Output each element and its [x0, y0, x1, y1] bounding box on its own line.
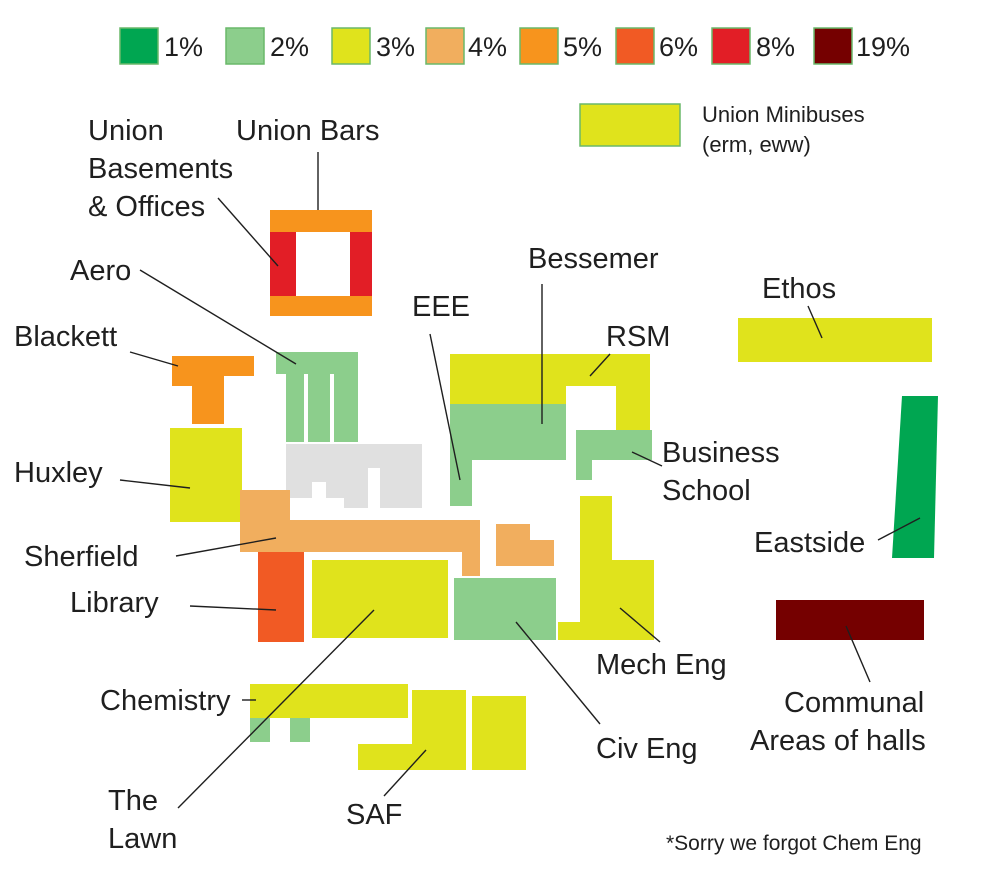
legend-swatch-8pct — [711, 27, 751, 65]
legend-swatch-6pct — [615, 27, 655, 65]
building-union-basements-left — [270, 232, 296, 296]
label-communal-line1: Communal — [784, 687, 924, 719]
label-library: Library — [70, 587, 159, 619]
legend-swatch-4pct — [425, 27, 465, 65]
building-chemistry — [250, 684, 408, 718]
building-eee — [450, 460, 472, 506]
label-mech-eng: Mech Eng — [596, 649, 727, 681]
labels: Union Bars Union Basements & Offices Aer… — [14, 115, 926, 855]
legend-swatch-5pct — [519, 27, 559, 65]
label-huxley: Huxley — [14, 457, 103, 489]
label-ethos: Ethos — [762, 273, 836, 305]
legend-swatch-2pct — [225, 27, 265, 65]
legend-label-6pct: 6% — [659, 32, 698, 62]
building-business-school — [576, 430, 652, 480]
label-eee: EEE — [412, 291, 470, 323]
minibus-label-line2: (erm, eww) — [702, 132, 811, 157]
legend: 1% 2% 3% 4% 5% 6% 8% 19% — [119, 27, 910, 65]
label-the-lawn-line2: Lawn — [108, 823, 177, 855]
building-union-bars-bottom — [270, 296, 372, 316]
building-bessemer — [450, 404, 566, 460]
building-communal-areas-of-halls — [776, 600, 924, 640]
leader-mech-eng — [619, 607, 661, 643]
leader-blackett — [129, 351, 179, 367]
minibus-label-line1: Union Minibuses — [702, 102, 865, 127]
legend-swatch-3pct — [331, 27, 371, 65]
building-mech-eng — [558, 496, 654, 640]
legend-label-1pct: 1% — [164, 32, 203, 62]
legend-label-4pct: 4% — [468, 32, 507, 62]
leader-business-school — [631, 451, 663, 467]
building-rsm — [450, 354, 650, 432]
legend-swatch-19pct — [813, 27, 853, 65]
footnote: *Sorry we forgot Chem Eng — [666, 832, 922, 855]
label-bessemer: Bessemer — [528, 243, 659, 275]
label-communal-line2: Areas of halls — [750, 725, 926, 757]
leader-ethos — [807, 305, 823, 339]
building-chemistry-wing-right — [290, 718, 310, 742]
minibus-key: Union Minibuses (erm, eww) — [579, 102, 865, 157]
label-rsm: RSM — [606, 321, 670, 353]
building-union-bars-top — [270, 210, 372, 232]
legend-label-8pct: 8% — [756, 32, 795, 62]
leader-library — [189, 605, 277, 611]
legend-label-5pct: 5% — [563, 32, 602, 62]
building-blackett — [172, 356, 254, 424]
building-chemistry-wing-left — [250, 718, 270, 742]
leader-communal — [845, 625, 871, 683]
legend-label-3pct: 3% — [376, 32, 415, 62]
building-sherfield-annex — [496, 524, 554, 566]
label-sherfield: Sherfield — [24, 541, 138, 573]
leader-sherfield — [175, 537, 277, 557]
label-business-school-line1: Business — [662, 437, 780, 469]
leader-lines — [119, 152, 921, 809]
label-blackett: Blackett — [14, 321, 117, 353]
building-saf — [358, 690, 466, 770]
building-the-lawn — [312, 560, 448, 638]
leader-aero — [139, 269, 297, 365]
legend-label-2pct: 2% — [270, 32, 309, 62]
leader-eee — [429, 333, 461, 481]
building-eastside — [892, 396, 938, 558]
leader-saf — [383, 749, 427, 797]
building-aero — [276, 352, 358, 442]
building-ethos — [738, 318, 932, 362]
label-union-basements-line2: Basements — [88, 153, 233, 185]
label-business-school-line2: School — [662, 475, 751, 507]
building-unlabelled-central — [286, 444, 422, 508]
legend-swatch-1pct — [119, 27, 159, 65]
building-civ-eng — [454, 578, 556, 640]
leader-union-basements — [217, 197, 279, 267]
label-aero: Aero — [70, 255, 131, 287]
buildings — [170, 210, 938, 770]
label-chemistry: Chemistry — [100, 685, 231, 717]
label-saf: SAF — [346, 799, 402, 831]
leader-civ-eng — [515, 621, 601, 725]
building-library — [258, 552, 304, 642]
leader-eastside — [877, 517, 921, 541]
building-saf-east — [472, 696, 526, 770]
building-union-basements-right — [350, 232, 372, 296]
minibus-swatch — [579, 103, 681, 147]
leader-huxley — [119, 479, 191, 489]
label-union-basements-line3: & Offices — [88, 191, 205, 223]
leader-the-lawn — [177, 609, 375, 809]
legend-label-19pct: 19% — [856, 32, 910, 62]
label-eastside: Eastside — [754, 527, 865, 559]
label-union-basements-line1: Union — [88, 115, 164, 147]
building-sherfield — [240, 490, 480, 576]
label-union-bars: Union Bars — [236, 115, 379, 147]
building-huxley — [170, 428, 242, 522]
leader-rsm — [589, 353, 611, 377]
label-civ-eng: Civ Eng — [596, 733, 698, 765]
label-the-lawn-line1: The — [108, 785, 158, 817]
